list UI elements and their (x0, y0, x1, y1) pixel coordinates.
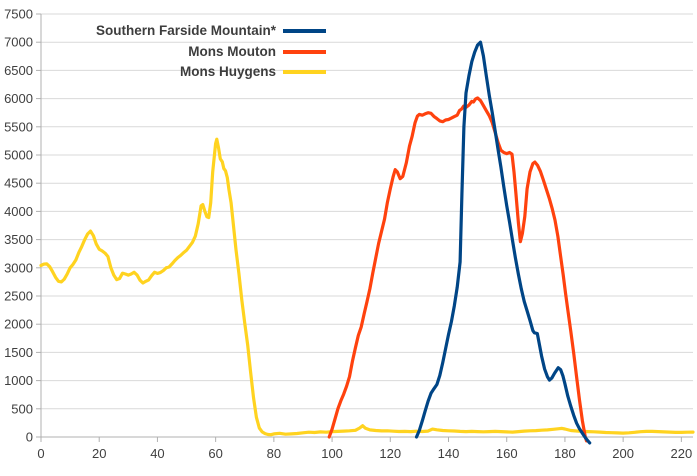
y-tick-label: 5000 (4, 148, 33, 163)
x-tick-label: 20 (92, 446, 106, 461)
x-tick-label: 120 (379, 446, 401, 461)
y-tick-label: 2000 (4, 317, 33, 332)
x-tick-label: 100 (321, 446, 343, 461)
y-tick-label: 7000 (4, 35, 33, 50)
y-tick-label: 3500 (4, 232, 33, 247)
series-line-southern-farside-mountain (414, 40, 592, 445)
series-line-mons-huygens (39, 137, 695, 437)
x-tick-label: 80 (267, 446, 281, 461)
y-tick-label: 2500 (4, 289, 33, 304)
y-tick-label: 4000 (4, 204, 33, 219)
y-tick-label: 500 (11, 401, 33, 416)
x-tick-label: 220 (671, 446, 693, 461)
y-tick-label: 6500 (4, 63, 33, 78)
y-tick-label: 1500 (4, 345, 33, 360)
y-tick-label: 7500 (4, 7, 33, 22)
y-tick-label: 3000 (4, 260, 33, 275)
y-tick-label: 1000 (4, 373, 33, 388)
x-tick-label: 200 (612, 446, 634, 461)
y-tick-label: 6000 (4, 91, 33, 106)
x-tick-label: 160 (496, 446, 518, 461)
y-tick-label: 5500 (4, 119, 33, 134)
x-tick-label: 0 (37, 446, 44, 461)
series-line-mons-mouton (327, 96, 589, 443)
x-tick-label: 40 (150, 446, 164, 461)
y-tick-label: 4500 (4, 176, 33, 191)
x-tick-label: 140 (438, 446, 460, 461)
y-tick-label: 0 (26, 430, 33, 445)
x-tick-label: 180 (554, 446, 576, 461)
x-tick-label: 60 (208, 446, 222, 461)
